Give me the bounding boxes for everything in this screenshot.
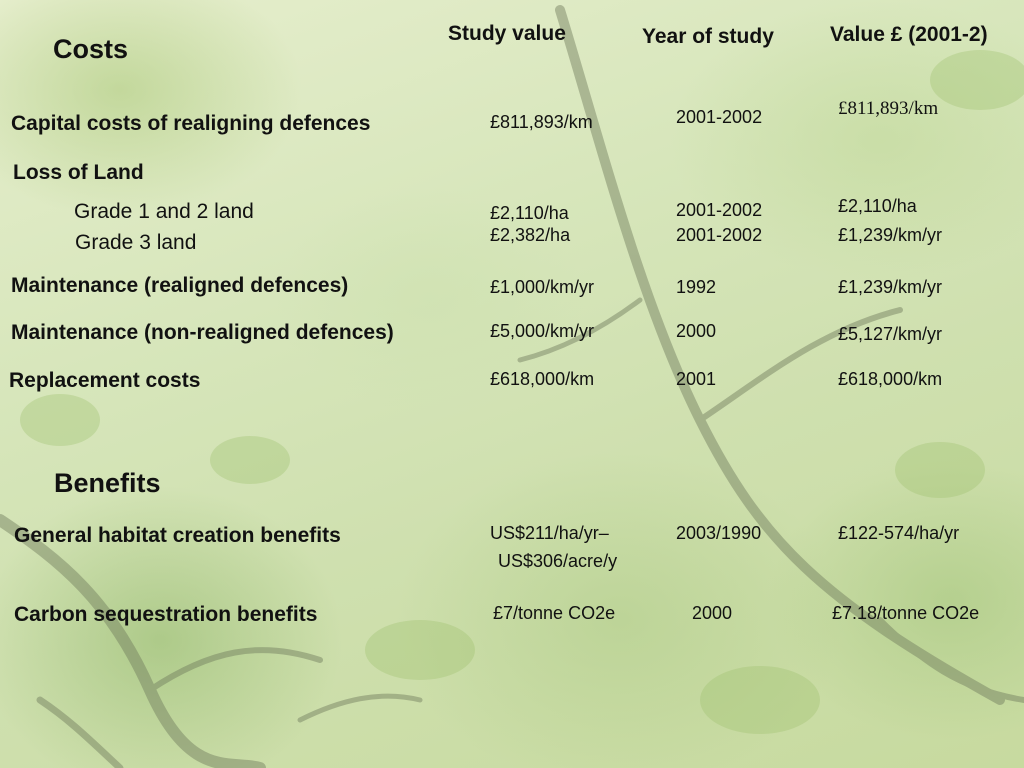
maintenance-realigned-study-value: £1,000/km/yr — [490, 277, 595, 297]
column-header-value-2001: Value £ (2001-2) — [830, 23, 988, 46]
replacement-costs-year: 2001 — [676, 369, 717, 389]
maintenance-realigned-value: £1,239/km/yr — [838, 277, 943, 297]
loss-of-land-label: Loss of Land — [13, 161, 144, 184]
benefits-title: Benefits — [54, 468, 161, 498]
carbon-sequestration-year: 2000 — [692, 603, 733, 623]
carbon-sequestration-label: Carbon sequestration benefits — [14, 603, 318, 626]
replacement-costs-label: Replacement costs — [9, 369, 201, 392]
maintenance-non-realigned-label: Maintenance (non-realigned defences) — [11, 321, 394, 344]
habitat-creation-study-value-line2: US$306/acre/y — [498, 551, 618, 571]
maintenance-realigned-label: Maintenance (realigned defences) — [11, 274, 349, 297]
carbon-sequestration-value: £7.18/tonne CO2e — [832, 603, 980, 623]
grade-1-2-land-year: 2001-2002 — [676, 200, 763, 220]
capital-costs-label: Capital costs of realigning defences — [11, 112, 371, 135]
grade-3-land-value: £1,239/km/yr — [838, 225, 943, 245]
maintenance-non-realigned-year: 2000 — [676, 321, 717, 341]
column-header-study-value: Study value — [448, 22, 566, 45]
capital-costs-study-value: £811,893/km — [490, 112, 593, 132]
maintenance-non-realigned-study-value: £5,000/km/yr — [490, 321, 595, 341]
grade-3-land-label: Grade 3 land — [75, 231, 197, 254]
grade-3-land-study-value: £2,382/ha — [490, 225, 571, 245]
habitat-creation-value: £122-574/ha/yr — [838, 523, 960, 543]
replacement-costs-study-value: £618,000/km — [490, 369, 595, 389]
habitat-creation-year: 2003/1990 — [676, 523, 762, 543]
carbon-sequestration-study-value: £7/tonne CO2e — [493, 603, 616, 623]
replacement-costs-value: £618,000/km — [838, 369, 943, 389]
habitat-creation-label: General habitat creation benefits — [14, 524, 341, 547]
grade-3-land-year: 2001-2002 — [676, 225, 763, 245]
costs-title: Costs — [53, 34, 129, 64]
grade-1-2-land-value: £2,110/ha — [838, 196, 917, 216]
maintenance-non-realigned-value: £5,127/km/yr — [838, 324, 943, 344]
capital-costs-year: 2001-2002 — [676, 107, 763, 127]
maintenance-realigned-year: 1992 — [676, 277, 717, 297]
grade-1-2-land-study-value: £2,110/ha — [490, 203, 569, 223]
capital-costs-value: £811,893/km — [838, 98, 939, 119]
habitat-creation-study-value-line1: US$211/ha/yr– — [490, 523, 609, 543]
grade-1-2-land-label: Grade 1 and 2 land — [74, 200, 254, 223]
column-header-year-of-study: Year of study — [642, 25, 774, 48]
